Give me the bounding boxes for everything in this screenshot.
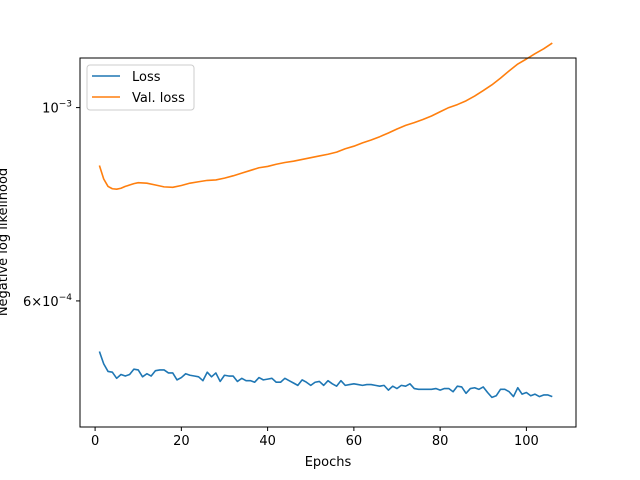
legend-label-loss: Loss [132,70,161,85]
x-ticks: 0 20 40 60 80 100 [91,427,539,449]
x-tick-label: 20 [173,434,190,449]
x-tick-label: 100 [514,434,539,449]
series-line-loss [98,351,553,399]
plot-area [80,58,576,427]
y-axis-label: Negative log likelihood [0,168,11,316]
legend-label-val-loss: Val. loss [132,91,185,106]
x-tick-label: 60 [346,434,363,449]
x-tick-label: 80 [432,434,449,449]
x-axis-label: Epochs [305,455,352,470]
x-tick-label: 40 [259,434,276,449]
series-layer [98,42,553,399]
plot-frame [79,57,577,428]
legend: Loss Val. loss [86,64,195,111]
y-tick-label: 6×10−4 [23,293,72,310]
x-tick-label: 0 [91,434,99,449]
series-line-val-loss [98,42,553,191]
y-tick-label: 10−3 [42,100,72,117]
y-ticks: 10−3 6×10−4 [23,100,80,310]
